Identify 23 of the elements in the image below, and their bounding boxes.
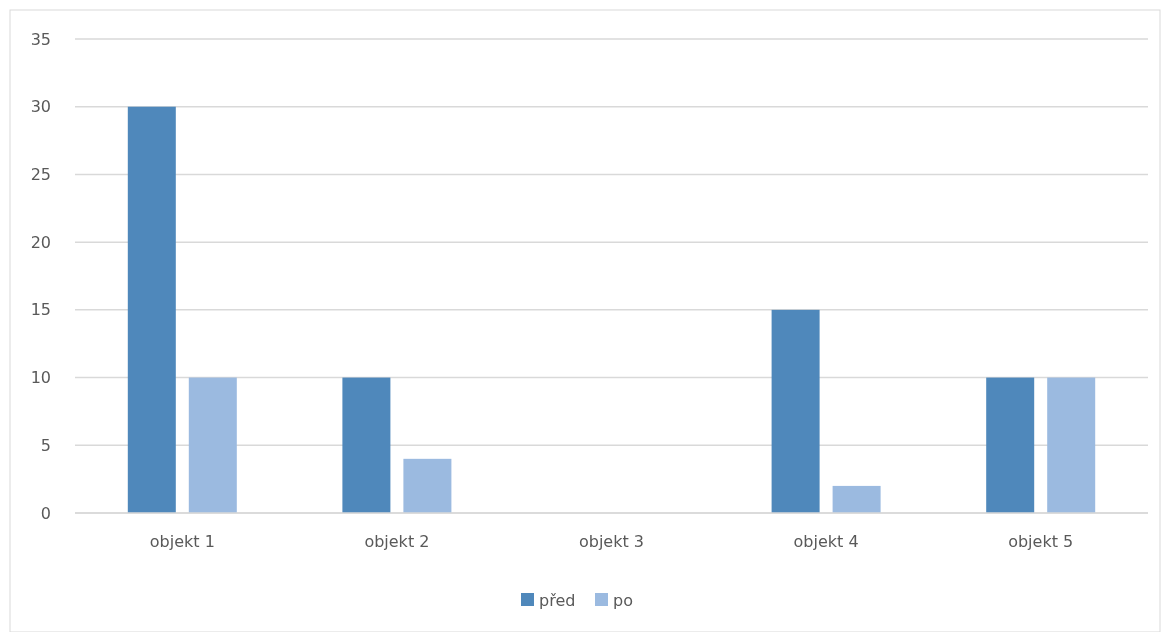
y-tick-label: 10 [30, 368, 51, 388]
x-tick-label: objekt 5 [1008, 532, 1074, 551]
bar [832, 485, 881, 513]
x-tick-label: objekt 1 [149, 532, 215, 551]
bar [986, 377, 1035, 513]
bar [771, 309, 820, 513]
bar [1047, 377, 1096, 513]
y-tick-label: 0 [40, 503, 51, 523]
y-tick-label: 15 [30, 300, 51, 320]
x-tick-label: objekt 3 [578, 532, 645, 551]
bar [403, 458, 452, 513]
y-tick-label: 20 [30, 232, 51, 252]
x-tick-label: objekt 2 [364, 532, 430, 551]
y-tick-label: 30 [30, 97, 51, 117]
legend-label: po [613, 590, 633, 610]
x-tick-label: objekt 4 [793, 532, 859, 551]
bar [188, 377, 237, 513]
y-tick-label: 35 [30, 29, 51, 49]
y-tick-label: 5 [40, 435, 51, 455]
legend-label: před [539, 590, 576, 610]
bar [127, 106, 176, 513]
bar [342, 377, 391, 513]
y-tick-label: 25 [30, 165, 51, 185]
